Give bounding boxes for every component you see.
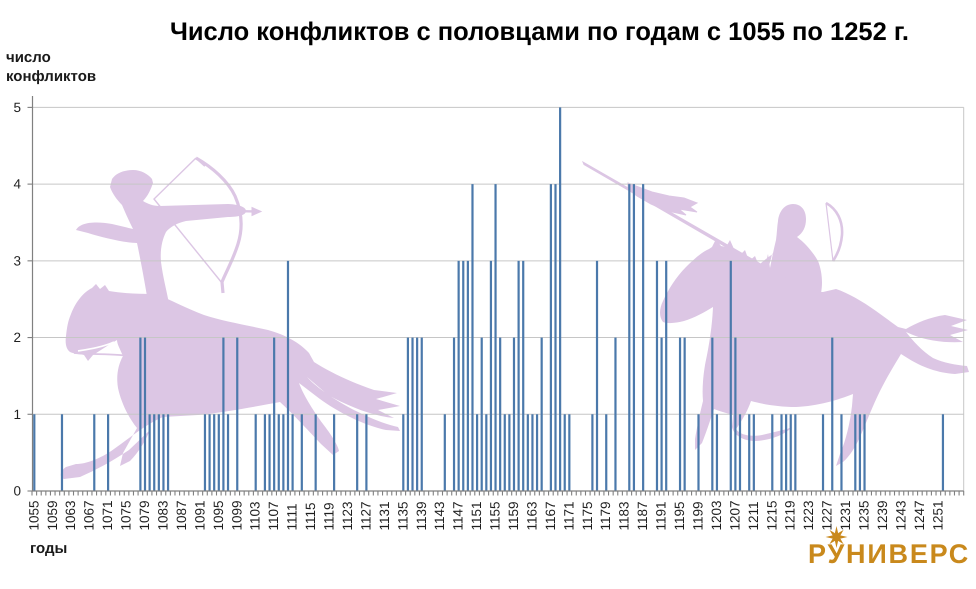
svg-text:1135: 1135 — [395, 501, 410, 530]
svg-text:1231: 1231 — [838, 500, 853, 530]
svg-text:1171: 1171 — [561, 501, 576, 530]
svg-text:1: 1 — [13, 407, 21, 422]
svg-text:1143: 1143 — [432, 501, 447, 530]
svg-text:1251: 1251 — [930, 500, 945, 530]
svg-text:1099: 1099 — [229, 500, 244, 530]
svg-text:1191: 1191 — [654, 501, 669, 530]
svg-text:1115: 1115 — [303, 502, 318, 530]
svg-text:1083: 1083 — [155, 500, 170, 530]
svg-text:годы: годы — [30, 540, 67, 557]
svg-text:конфликтов: конфликтов — [6, 68, 96, 85]
svg-text:1247: 1247 — [912, 500, 927, 530]
svg-text:1111: 1111 — [285, 503, 300, 530]
svg-text:1163: 1163 — [524, 501, 539, 530]
svg-text:1123: 1123 — [340, 501, 355, 530]
svg-text:1055: 1055 — [26, 500, 41, 530]
svg-text:1207: 1207 — [727, 500, 742, 530]
svg-text:РУНИВЕРС: РУНИВЕРС — [808, 539, 970, 569]
svg-text:число: число — [6, 49, 51, 66]
svg-text:1063: 1063 — [63, 500, 78, 530]
svg-text:1067: 1067 — [82, 500, 97, 530]
svg-text:1199: 1199 — [690, 501, 705, 530]
svg-text:1187: 1187 — [635, 501, 650, 530]
svg-text:1227: 1227 — [820, 500, 835, 530]
svg-text:1103: 1103 — [248, 501, 263, 530]
svg-text:1151: 1151 — [469, 501, 484, 530]
svg-text:3: 3 — [13, 253, 21, 268]
svg-text:5: 5 — [13, 100, 21, 115]
svg-text:Число конфликтов с половцами п: Число конфликтов с половцами по годам с … — [170, 18, 909, 46]
svg-text:1179: 1179 — [598, 501, 613, 530]
svg-text:1119: 1119 — [322, 502, 337, 530]
svg-text:1095: 1095 — [211, 500, 226, 530]
svg-text:1147: 1147 — [451, 501, 466, 530]
svg-text:1215: 1215 — [764, 500, 779, 530]
svg-text:1219: 1219 — [783, 500, 798, 530]
svg-text:1183: 1183 — [617, 501, 632, 530]
svg-text:1211: 1211 — [746, 501, 761, 530]
svg-text:1235: 1235 — [857, 500, 872, 530]
svg-text:1139: 1139 — [414, 501, 429, 530]
svg-text:1223: 1223 — [801, 500, 816, 530]
svg-text:1131: 1131 — [377, 501, 392, 530]
svg-text:1239: 1239 — [875, 500, 890, 530]
svg-text:1071: 1071 — [100, 500, 115, 530]
svg-text:1075: 1075 — [119, 500, 134, 530]
svg-text:1091: 1091 — [192, 500, 207, 530]
svg-text:1079: 1079 — [137, 500, 152, 530]
svg-text:0: 0 — [13, 484, 21, 499]
svg-text:1159: 1159 — [506, 501, 521, 530]
svg-text:1155: 1155 — [488, 501, 503, 530]
svg-text:1243: 1243 — [893, 500, 908, 530]
svg-text:1203: 1203 — [709, 500, 724, 530]
svg-text:1175: 1175 — [580, 501, 595, 530]
svg-text:1195: 1195 — [672, 501, 687, 530]
svg-text:1087: 1087 — [174, 500, 189, 530]
svg-text:1107: 1107 — [266, 501, 281, 530]
svg-text:1059: 1059 — [45, 500, 60, 530]
svg-text:1167: 1167 — [543, 501, 558, 530]
svg-text:1127: 1127 — [358, 501, 373, 530]
svg-text:4: 4 — [13, 177, 21, 192]
svg-text:2: 2 — [13, 330, 21, 345]
